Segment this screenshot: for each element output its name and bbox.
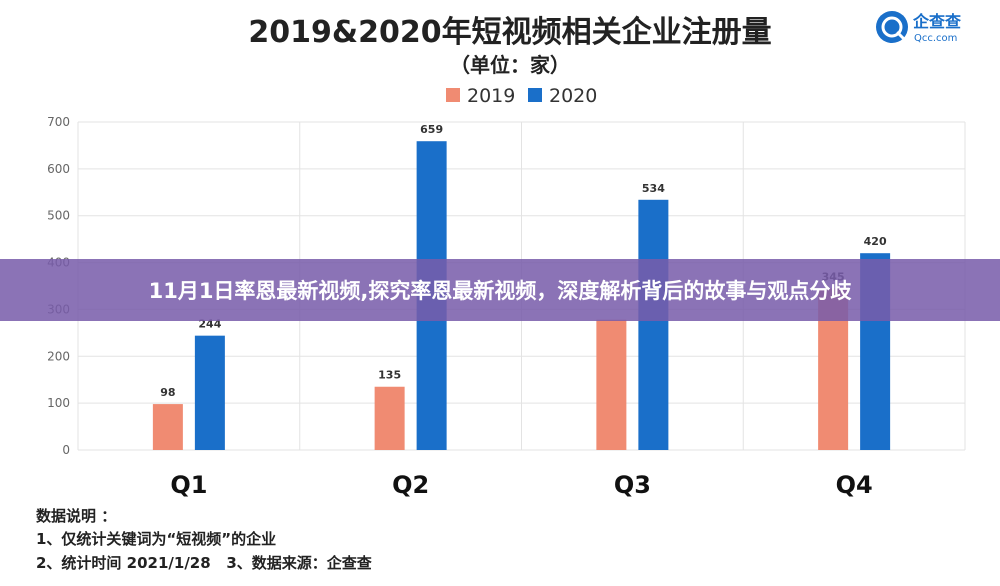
bar-2019-Q1 (152, 404, 183, 450)
y-tick-label: 600 (47, 162, 70, 176)
legend-swatch (446, 88, 460, 102)
x-tick-label: Q2 (392, 471, 429, 499)
bar-2019-Q3 (596, 319, 627, 450)
bar-2020-Q3 (638, 199, 669, 450)
y-tick-label: 700 (47, 115, 70, 129)
legend-label: 2020 (549, 85, 597, 107)
logo-subtext: Qcc.com (914, 33, 957, 44)
legend-swatch (528, 88, 542, 102)
chart-subtitle: （单位：家） (450, 53, 570, 77)
y-tick-label: 200 (47, 349, 70, 363)
data-label: 420 (864, 235, 887, 248)
data-label: 98 (160, 386, 175, 399)
y-tick-label: 100 (47, 396, 70, 410)
legend: 2019 2020 (446, 85, 597, 107)
x-tick-label: Q4 (836, 471, 873, 499)
data-label: 659 (420, 123, 443, 136)
bar-2019-Q2 (374, 386, 405, 450)
notes-heading: 数据说明 ： (36, 507, 116, 525)
notes-line-1: 1、仅统计关键词为“短视频”的企业 (36, 530, 276, 548)
banner-text: 11月1日率恩最新视频,探究率恩最新视频，深度解析背后的故事与观点分歧 (148, 279, 852, 303)
y-tick-label: 500 (47, 209, 70, 223)
data-label: 135 (378, 369, 401, 382)
y-tick-label: 0 (62, 443, 70, 457)
legend-label: 2019 (467, 85, 515, 107)
bar-2020-Q1 (194, 335, 225, 450)
overlay-banner: 11月1日率恩最新视频,探究率恩最新视频，深度解析背后的故事与观点分歧 (0, 259, 1000, 321)
data-label: 534 (642, 182, 665, 195)
chart-title: 2019&2020年短视频相关企业注册量 (248, 15, 771, 50)
x-axis: Q1 Q2 Q3 Q4 (170, 471, 872, 499)
qichacha-logo-icon (876, 11, 908, 43)
x-tick-label: Q3 (614, 471, 651, 499)
notes-line-2: 2、统计时间 2021/1/28 3、数据来源：企查查 (36, 554, 373, 572)
logo-name: 企查查 (912, 12, 961, 31)
x-tick-label: Q1 (170, 471, 207, 499)
